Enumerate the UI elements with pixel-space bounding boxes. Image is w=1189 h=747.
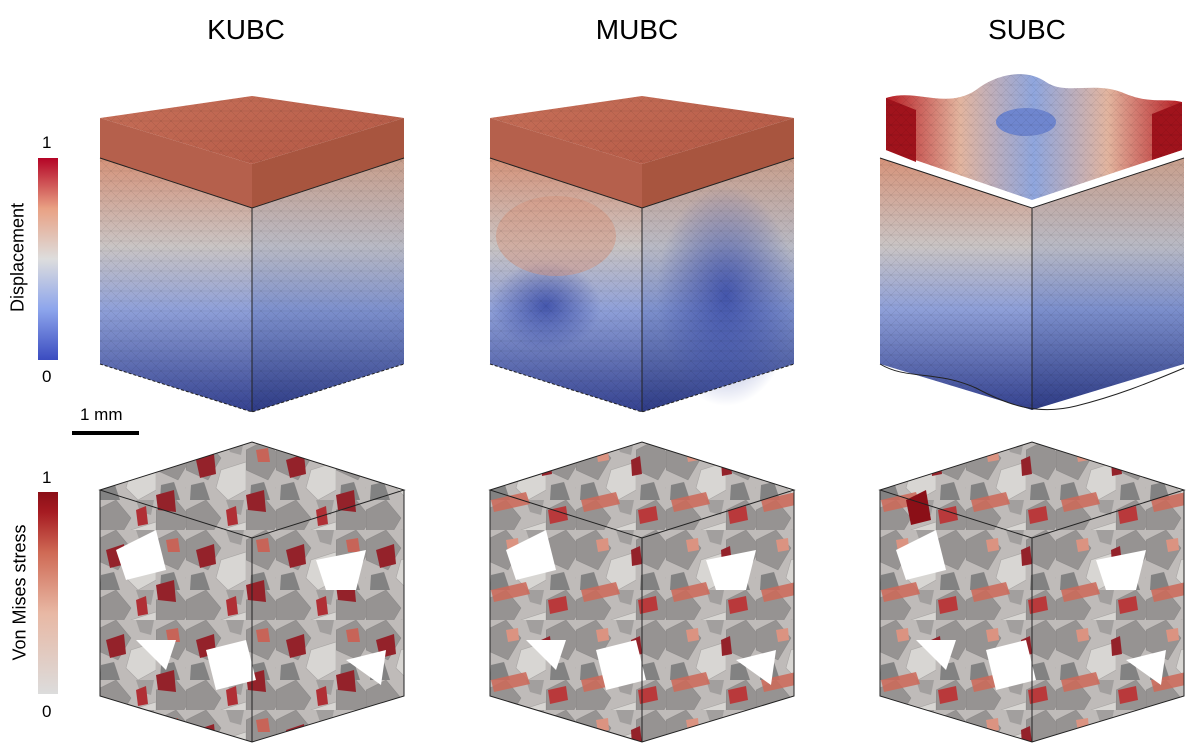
kubc-stress-cube: [98, 441, 406, 743]
displacement-axis-label: Displacement: [7, 202, 28, 313]
stress-axis-label: Von Mises stress: [9, 524, 30, 661]
stress-max-label: 1: [42, 468, 52, 487]
column-title-kubc: KUBC: [207, 14, 285, 45]
column-title-subc: SUBC: [988, 14, 1066, 45]
displacement-min-label: 0: [42, 367, 52, 386]
stress-min-label: 0: [42, 702, 52, 721]
kubc-displacement-cube: [99, 96, 405, 413]
scale-bar: [72, 431, 139, 435]
mubc-stress-cube: [488, 441, 796, 743]
scale-bar-label: 1 mm: [80, 405, 123, 424]
subc-stress-cube: [878, 441, 1186, 743]
mubc-displacement-cube: [489, 96, 796, 413]
subc-displacement-cube: [879, 74, 1185, 411]
displacement-max-label: 1: [42, 133, 52, 152]
stress-colorbar: [38, 492, 58, 694]
displacement-colorbar: [38, 158, 58, 360]
column-title-mubc: MUBC: [595, 14, 679, 45]
